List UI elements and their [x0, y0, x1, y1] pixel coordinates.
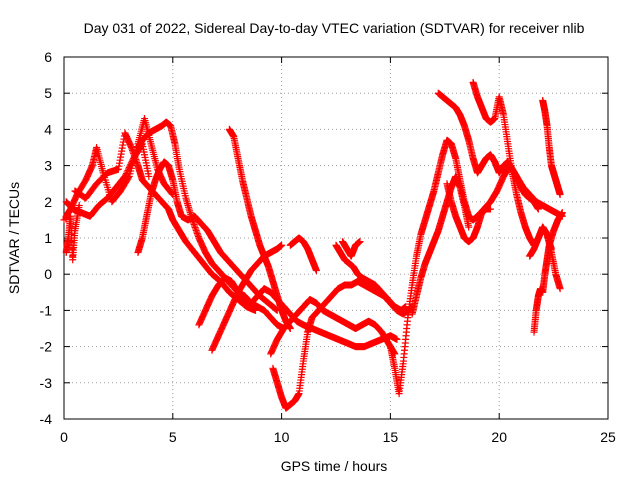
data-point: [556, 191, 564, 199]
data-point: [145, 172, 153, 180]
y-axis-label: SDTVAR / TECUs: [6, 182, 22, 294]
interpolated-point: [125, 165, 133, 173]
data-point: [534, 205, 542, 213]
series-arc-13: [332, 241, 410, 314]
interpolated-point: [126, 162, 134, 170]
x-axis-label: GPS time / hours: [281, 458, 388, 474]
series-arc-06: [134, 158, 281, 314]
series-arc-15: [386, 136, 566, 398]
y-tick-label: 3: [44, 158, 52, 174]
data-point: [121, 172, 129, 180]
series-arc-19: [539, 96, 564, 199]
data-point: [547, 245, 555, 253]
series-arc-21: [443, 180, 494, 246]
x-tick-label: 15: [383, 429, 399, 445]
interpolated-point: [273, 306, 281, 314]
axes: [63, 56, 609, 420]
y-tick-label: -4: [40, 411, 53, 427]
y-tick-label: -3: [40, 375, 53, 391]
data-point: [558, 209, 566, 217]
series-arc-14: [339, 238, 364, 260]
y-tick-label: -2: [40, 339, 53, 355]
data-point: [486, 205, 494, 213]
interpolated-point: [125, 163, 133, 171]
series-arc-17: [434, 89, 542, 213]
y-tick-label: -1: [40, 302, 53, 318]
y-tick-label: 4: [44, 121, 52, 137]
chart-title: Day 031 of 2022, Sidereal Day-to-day VTE…: [84, 20, 585, 36]
interpolated-point: [122, 169, 130, 177]
y-tick-label: 5: [44, 85, 52, 101]
x-tick-labels: 0 5 10 15 20 25: [60, 429, 616, 445]
data-point: [278, 241, 286, 249]
y-tick-label: 6: [44, 49, 52, 65]
x-tick-label: 10: [274, 429, 290, 445]
data-point: [465, 223, 473, 231]
x-tick-label: 20: [491, 429, 507, 445]
series-arc-10: [267, 296, 399, 358]
data-point: [393, 335, 401, 343]
series-arc-12: [286, 234, 320, 275]
series-arc-11: [269, 277, 416, 412]
x-tick-label: 25: [600, 429, 616, 445]
y-tick-labels: -4 -3 -2 -1 0 1 2 3 4 5 6: [40, 49, 53, 427]
x-tick-label: 0: [60, 429, 68, 445]
y-tick-label: 0: [44, 266, 52, 282]
y-tick-label: 2: [44, 194, 52, 210]
series-arc-04: [71, 129, 259, 314]
interpolated-point: [127, 160, 135, 168]
grid-lines: [64, 57, 608, 419]
interpolated-point: [122, 171, 130, 179]
data-point: [556, 285, 564, 293]
data-point: [312, 267, 320, 275]
data-points: [60, 78, 566, 412]
series-arc-20: [530, 209, 566, 336]
series-arc-22: [526, 223, 555, 260]
x-tick-label: 5: [169, 429, 177, 445]
series-arc-03: [62, 201, 83, 264]
data-point: [356, 238, 364, 246]
series-arc-07: [195, 274, 401, 351]
y-tick-label: 1: [44, 230, 52, 246]
interpolated-point: [124, 166, 132, 174]
data-point: [75, 201, 83, 209]
series-arc-16: [408, 172, 473, 318]
interpolated-point: [123, 168, 131, 176]
data-point: [286, 325, 294, 332]
